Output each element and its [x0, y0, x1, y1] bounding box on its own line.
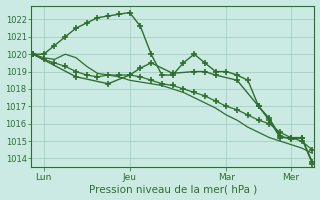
X-axis label: Pression niveau de la mer( hPa ): Pression niveau de la mer( hPa )	[89, 184, 257, 194]
